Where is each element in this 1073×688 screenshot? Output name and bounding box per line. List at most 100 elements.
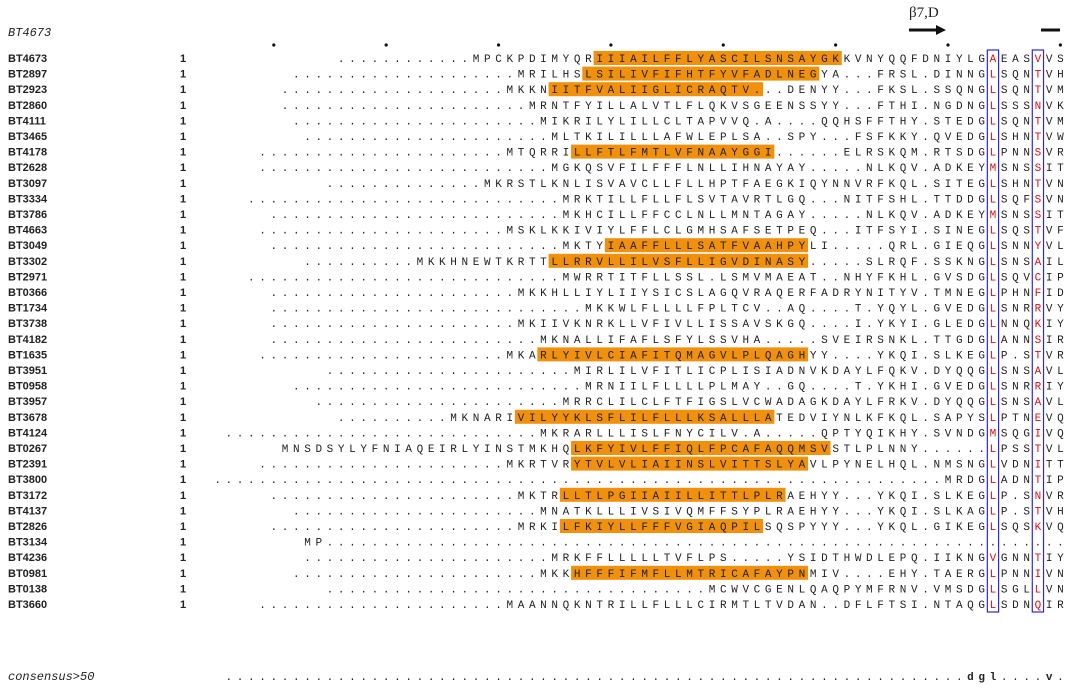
sequence-name: BT4137 (8, 505, 47, 517)
start-position: 1 (180, 521, 186, 533)
conserved-column-boxes (986, 49, 1045, 613)
alignment-row: BT3465 1 ...................... M L T K I L I L L L A… (8, 131, 1064, 144)
helix-highlight (571, 565, 809, 580)
alignment-row: BT3049 1 .......................... M K T Y I A A… (8, 240, 1064, 253)
ruler-dot (496, 43, 501, 47)
helix-highlight (571, 456, 809, 471)
alignment-row: BT3660 1 ...................... M A A N N Q K N T R I… (8, 599, 1064, 612)
ruler-dot (721, 43, 725, 47)
alignment-row: BT0138 1.................................… (8, 583, 1064, 596)
start-position: 1 (180, 427, 186, 439)
conserved-column-box (1031, 49, 1045, 613)
alignment-row: BT2628 1 .......................... M G K Q S V F… (8, 162, 1064, 175)
sequence-name: BT3334 (8, 193, 48, 205)
alignment-row: BT3097 1 .............. M K R S T L K N L I S V A V C L L F L… (8, 178, 1064, 191)
start-position: 1 (180, 412, 186, 424)
start-position: 1 (180, 583, 186, 595)
alignment-row: BT4124 1 ............................ M K R A R… (8, 427, 1064, 440)
start-position: 1 (180, 240, 186, 252)
sequence-name: BT3660 (8, 599, 47, 611)
start-position: 1 (180, 365, 186, 377)
start-position: 1 (180, 334, 186, 346)
start-position: 1 (180, 381, 186, 393)
alignment-row: BT3678 1 .......... M K N A R I V I L Y Y K L S F L I L F L L L K… (8, 412, 1064, 425)
alignment-row: BT0366 1 ...................... M K K H L L I Y L I I… (8, 287, 1064, 300)
ruler-dot (384, 43, 388, 47)
sequence-name: BT2628 (8, 162, 47, 174)
sequence-name: BT4111 (8, 115, 46, 127)
start-position: 1 (180, 318, 186, 330)
alignment-row: BT3302 1 .......... M K K H N E W T K R T T L L R R V L L I L V S… (8, 256, 1064, 269)
alignment-rows: BT4673 1 ............ M P C K P D I M Y Q R I I I A I L F F L Y… (8, 53, 1064, 612)
start-position: 1 (180, 537, 186, 549)
conserved-column-box (986, 49, 1000, 613)
secondary-structure-label: β7,D (909, 5, 939, 21)
helix-highlight (548, 253, 809, 268)
start-position: 1 (180, 115, 186, 127)
header-title: BT4673 (8, 26, 51, 40)
helix-highlight (537, 347, 809, 362)
helix-highlight (559, 519, 764, 533)
sequence-name: BT0267 (8, 443, 47, 455)
sequence-name: BT2391 (8, 459, 47, 471)
sequence-name: BT3134 (8, 537, 48, 549)
alignment-row: BT3172 1 ...................... M K T R L L T L P G I… (8, 490, 1064, 503)
alignment-row: BT1635 1 ...................... M K A R L Y I V L C I… (8, 349, 1064, 362)
helix-highlight (571, 144, 775, 159)
start-position: 1 (180, 271, 186, 283)
consensus-sequence: ........................................… (226, 672, 1064, 684)
alignment-row: BT4663 1 ...................... M S K L K K I V I Y L… (8, 225, 1064, 238)
start-position: 1 (180, 147, 186, 159)
start-position: 1 (180, 396, 186, 408)
start-position: 1 (180, 162, 186, 174)
alignment-row: BT2971 1 ............................ M W R R T… (8, 271, 1064, 284)
sequence-name: BT0981 (8, 568, 47, 580)
ruler-dot (834, 43, 838, 47)
beta-strand-arrow-icon (909, 25, 946, 35)
start-position: 1 (180, 599, 186, 611)
start-position: 1 (180, 193, 186, 205)
alignment-row: BT2826 1 ...................... M R K I L F K I Y L L… (8, 521, 1064, 534)
alignment-row: BT0267 1 M N S D S Y L Y F N I A Q E I R L Y I N S T M K H Q L K F Y I V L… (8, 443, 1064, 456)
sequence-name: BT2923 (8, 84, 47, 96)
ruler-dot (1058, 43, 1062, 47)
helix-highlight (514, 409, 775, 424)
start-position: 1 (180, 505, 186, 517)
start-position: 1 (180, 256, 186, 268)
alignment-row: BT3957 1 ...................... M R R C L I L C L F T… (8, 396, 1064, 409)
helix-highlight (593, 51, 842, 65)
start-position: 1 (180, 100, 186, 112)
sequence-name: BT3302 (8, 256, 47, 268)
position-ruler (272, 43, 1062, 47)
start-position: 1 (180, 53, 186, 65)
start-position: 1 (180, 443, 186, 455)
start-position: 1 (180, 568, 186, 580)
sequence-name: BT3957 (8, 396, 47, 408)
alignment-row: BT2897 1 .................... M R I L H S L S I L I V F… (8, 69, 1064, 82)
sequence-name: BT1734 (8, 303, 48, 315)
start-position: 1 (180, 490, 186, 502)
